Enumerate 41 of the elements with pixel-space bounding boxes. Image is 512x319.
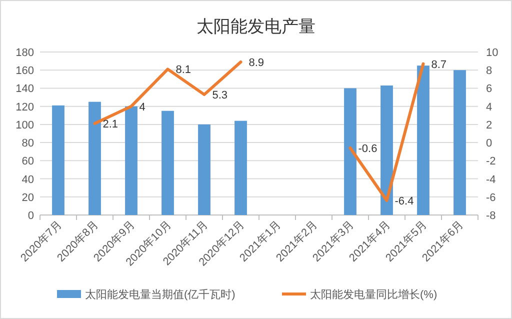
data-label: 8.1 bbox=[176, 64, 192, 76]
bar bbox=[380, 86, 393, 215]
y-tick-label: 120 bbox=[16, 101, 34, 114]
y2-tick-label: -8 bbox=[486, 210, 496, 222]
bar bbox=[88, 102, 101, 215]
bar bbox=[162, 110, 174, 215]
bar bbox=[417, 66, 430, 215]
y-tick-label: 40 bbox=[22, 174, 34, 186]
y2-tick-label: -6 bbox=[486, 192, 496, 204]
bar bbox=[344, 88, 356, 215]
y2-tick-label: -2 bbox=[486, 156, 496, 168]
chart-title: 太阳能发电产量 bbox=[196, 17, 316, 36]
data-label: -0.6 bbox=[358, 142, 378, 155]
data-label: -6.4 bbox=[394, 196, 414, 208]
bar bbox=[125, 106, 138, 215]
legend-label: 太阳能发电量同比增长(%) bbox=[310, 288, 438, 301]
y2-tick-label: 2 bbox=[486, 119, 492, 132]
data-label: 4 bbox=[139, 101, 146, 114]
data-label: 8.9 bbox=[248, 56, 264, 69]
y-tick-label: 180 bbox=[16, 47, 34, 59]
y2-tick-label: 0 bbox=[486, 138, 492, 150]
bar bbox=[52, 105, 64, 215]
bar bbox=[454, 70, 466, 215]
data-label: 8.7 bbox=[431, 58, 447, 71]
y2-tick-label: 4 bbox=[486, 101, 492, 114]
y2-tick-label: 10 bbox=[486, 47, 498, 59]
y-tick-label: 0 bbox=[28, 210, 34, 222]
y2-tick-label: -4 bbox=[486, 174, 496, 186]
legend-label: 太阳能发电量当期值(亿千瓦时) bbox=[85, 288, 236, 301]
bar bbox=[234, 120, 247, 215]
y-tick-label: 140 bbox=[16, 83, 34, 96]
y-tick-label: 80 bbox=[22, 138, 34, 150]
y-tick-label: 20 bbox=[22, 192, 34, 204]
y-tick-label: 100 bbox=[16, 119, 34, 132]
data-label: 2.1 bbox=[102, 118, 118, 131]
bar bbox=[198, 124, 210, 215]
y2-tick-label: 6 bbox=[486, 83, 492, 96]
data-label: 5.3 bbox=[212, 90, 228, 102]
y-tick-label: 60 bbox=[22, 156, 34, 168]
y2-tick-label: 8 bbox=[486, 65, 492, 78]
y-tick-label: 160 bbox=[16, 65, 34, 78]
